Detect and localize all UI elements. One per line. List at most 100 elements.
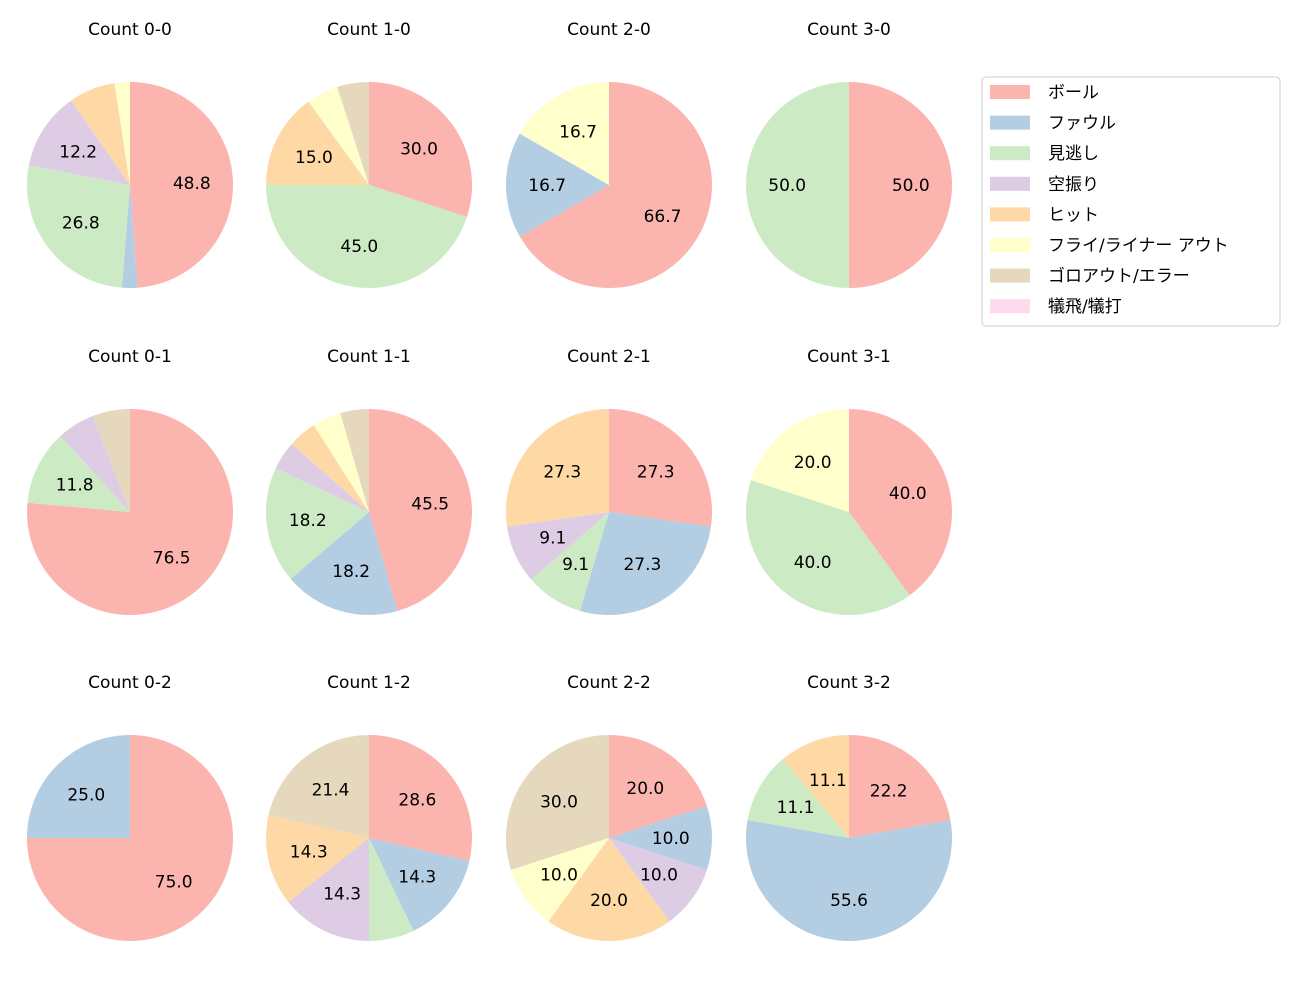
- pie-count-1-1: Count 1-1 45.5 18.2 18.2: [266, 347, 472, 615]
- legend-label: ファウル: [1048, 114, 1116, 134]
- slice-label: 55.6: [830, 891, 868, 911]
- pie-slice-0: [849, 82, 952, 288]
- pie-slice-5: [511, 838, 609, 922]
- slice-label: 28.6: [398, 791, 436, 811]
- pie-count-2-0: Count 2-0 66.7 16.7 16.7: [505, 20, 713, 288]
- pie-count-1-2: Count 1-2 28.6 14.3 14.3 14.3 21.4: [266, 673, 473, 941]
- pie-title: Count 3-2: [807, 673, 891, 693]
- pie-slice-2: [746, 480, 910, 615]
- slice-label: 40.0: [794, 553, 832, 573]
- legend-swatch: [990, 299, 1030, 314]
- pie-slice-4: [506, 409, 609, 527]
- pie-slice-1: [505, 133, 609, 237]
- pie-slice-3: [288, 838, 369, 941]
- pie-slice-6: [92, 409, 130, 512]
- pie-title: Count 3-1: [807, 347, 891, 367]
- pie-slice-0: [849, 735, 951, 838]
- pie-count-3-2: Count 3-2 22.2 55.6 11.1 11.1: [746, 673, 952, 941]
- pie-slice-1: [369, 838, 470, 931]
- slice-label: 50.0: [768, 176, 806, 196]
- slice-label: 15.0: [295, 148, 333, 168]
- pie-slice-1: [579, 512, 711, 615]
- pie-slice-0: [369, 82, 472, 217]
- slice-label: 48.8: [173, 174, 211, 194]
- pie-slice-2: [266, 468, 369, 579]
- pie-title: Count 2-2: [567, 673, 651, 693]
- pie-slice-5: [313, 413, 369, 512]
- pie-slice-1: [121, 185, 138, 288]
- pie-slice-0: [609, 409, 712, 527]
- slice-label: 14.3: [323, 885, 361, 905]
- legend-swatch: [990, 268, 1030, 283]
- slice-label: 27.3: [543, 463, 581, 483]
- slice-label: 20.0: [590, 891, 628, 911]
- pie-title: Count 1-1: [327, 347, 411, 367]
- pie-slice-3: [507, 512, 609, 580]
- pie-slice-5: [751, 409, 849, 512]
- legend-swatch: [990, 176, 1030, 191]
- pie-slice-0: [609, 735, 707, 838]
- slice-label: 11.1: [777, 798, 815, 818]
- pie-slice-4: [70, 83, 130, 185]
- pie-slice-6: [340, 409, 369, 512]
- slice-label: 45.5: [411, 494, 449, 514]
- slice-label: 9.1: [562, 555, 589, 575]
- legend-swatch: [990, 146, 1030, 161]
- pie-title: Count 1-0: [327, 20, 411, 40]
- slice-label: 20.0: [626, 779, 664, 799]
- slice-label: 50.0: [892, 176, 930, 196]
- slice-label: 18.2: [289, 511, 327, 531]
- pie-slice-4: [548, 838, 670, 941]
- pie-slice-1: [746, 819, 952, 941]
- legend-label: フライ/ライナー アウト: [1048, 236, 1229, 256]
- legend-swatch: [990, 115, 1030, 130]
- slice-label: 16.7: [559, 122, 597, 142]
- slice-label: 30.0: [400, 140, 438, 160]
- slice-label: 27.3: [623, 555, 661, 575]
- pie-slice-2: [531, 512, 609, 611]
- pie-slice-3: [60, 415, 130, 512]
- pie-count-0-2: Count 0-2 75.0 25.0: [27, 673, 233, 941]
- pie-count-0-0: Count 0-0 48.8 26.8 12.2: [27, 20, 233, 288]
- pie-slice-0: [369, 409, 472, 611]
- pie-slice-0: [130, 82, 233, 288]
- pie-slice-3: [609, 838, 707, 922]
- legend-label: ボール: [1048, 83, 1099, 103]
- pie-slice-3: [28, 100, 131, 185]
- pie-slice-6: [268, 735, 369, 838]
- pie-title: Count 2-1: [567, 347, 651, 367]
- slice-label: 75.0: [155, 873, 193, 893]
- legend-label: ヒット: [1048, 205, 1099, 225]
- pie-count-0-1: Count 0-1 76.5 11.8: [27, 347, 233, 615]
- pie-slice-1: [290, 512, 398, 615]
- slice-label: 27.3: [637, 463, 675, 483]
- legend-swatch: [990, 238, 1030, 252]
- pie-title: Count 0-0: [88, 20, 172, 40]
- pie-title: Count 0-1: [88, 347, 172, 367]
- pie-slice-2: [27, 435, 130, 512]
- slice-label: 16.7: [528, 176, 566, 196]
- pie-slice-2: [27, 165, 131, 288]
- legend-item: フライ/ライナー アウト: [990, 236, 1229, 256]
- pie-count-3-1: Count 3-1 40.0 40.0 20.0: [746, 347, 953, 615]
- pie-slice-5: [114, 82, 130, 185]
- slice-label: 10.0: [540, 865, 578, 885]
- pie-title: Count 3-0: [807, 20, 891, 40]
- slice-label: 26.8: [62, 213, 100, 233]
- legend-swatch: [990, 207, 1030, 222]
- slice-label: 30.0: [540, 793, 578, 813]
- pie-slice-2: [369, 838, 414, 941]
- slice-label: 40.0: [889, 484, 927, 504]
- pie-slice-6: [337, 82, 369, 185]
- pie-slice-1: [27, 735, 130, 838]
- legend-frame: [981, 76, 1281, 327]
- pie-slice-6: [506, 735, 609, 870]
- pie-slice-4: [266, 101, 369, 185]
- pie-slice-2: [747, 759, 849, 838]
- pie-slice-4: [782, 735, 849, 838]
- slice-label: 10.0: [652, 829, 690, 849]
- legend-item: ゴロアウト/エラー: [990, 266, 1190, 287]
- slice-label: 14.3: [290, 843, 328, 863]
- legend-label: 空振り: [1048, 175, 1099, 195]
